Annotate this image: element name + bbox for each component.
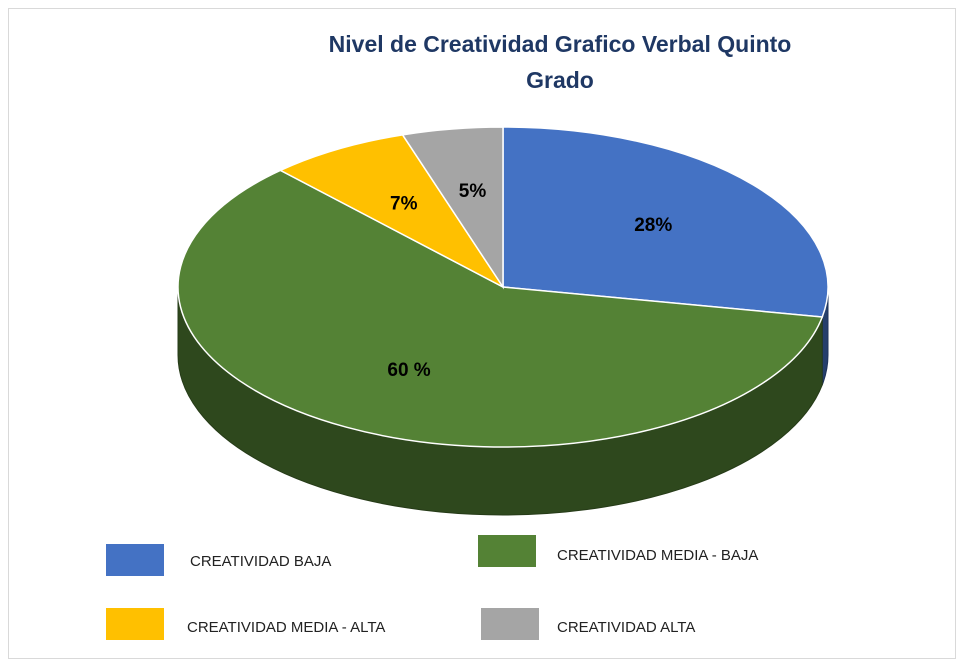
slice — [177, 169, 824, 448]
value-label: 7% — [390, 193, 418, 214]
legend-label: CREATIVIDAD ALTA — [557, 619, 695, 636]
value-label: 60 % — [387, 360, 430, 381]
value-label: 28% — [634, 215, 672, 236]
legend-swatch — [106, 608, 164, 640]
value-label: 5% — [459, 181, 487, 202]
slice — [278, 134, 504, 288]
legend-label: CREATIVIDAD MEDIA - ALTA — [187, 619, 385, 636]
legend-swatch — [478, 535, 536, 567]
legend-swatch — [106, 544, 164, 576]
legend-label: CREATIVIDAD BAJA — [190, 553, 331, 570]
slice — [401, 126, 504, 290]
chart-title: Nivel de Creatividad Grafico Verbal Quin… — [328, 31, 792, 93]
legend-label: CREATIVIDAD MEDIA - BAJA — [557, 547, 758, 564]
slice — [502, 126, 829, 318]
legend-swatch — [481, 608, 539, 640]
chart-border — [8, 8, 956, 659]
